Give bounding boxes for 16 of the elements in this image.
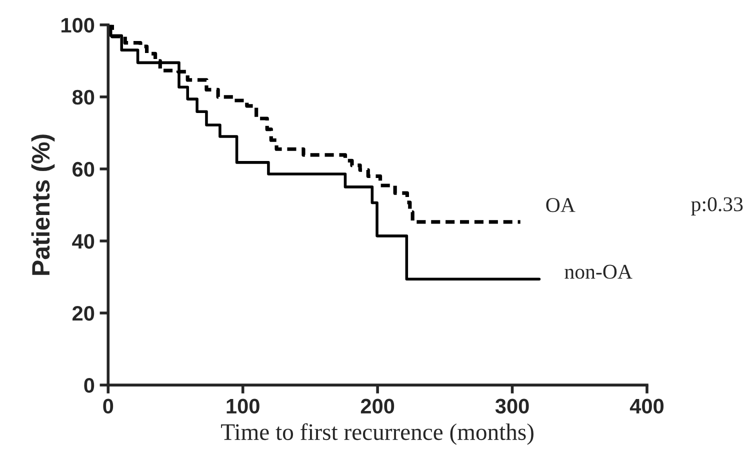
y-tick-label: 100 (62, 18, 94, 33)
series-label: non-OA (564, 264, 632, 279)
x-tick-label: 300 (495, 398, 529, 414)
x-axis-title: Time to first recurrence (months) (221, 423, 534, 445)
text: p:0.33 (691, 197, 743, 216)
x-tick-label: 100 (226, 398, 260, 414)
x-tick-label: 0 (103, 398, 114, 414)
x-tick-label: 200 (360, 398, 394, 414)
x-tick-label: 400 (630, 398, 664, 414)
y-tick-label: 80 (72, 90, 94, 105)
y-axis-title: Patients (%) (31, 134, 55, 275)
series-label: OA (546, 198, 576, 212)
y-tick-label: 40 (72, 234, 94, 249)
y-tick-label: 0 (84, 378, 94, 393)
y-tick-label: 20 (72, 306, 94, 321)
y-tick-label: 60 (72, 162, 94, 177)
